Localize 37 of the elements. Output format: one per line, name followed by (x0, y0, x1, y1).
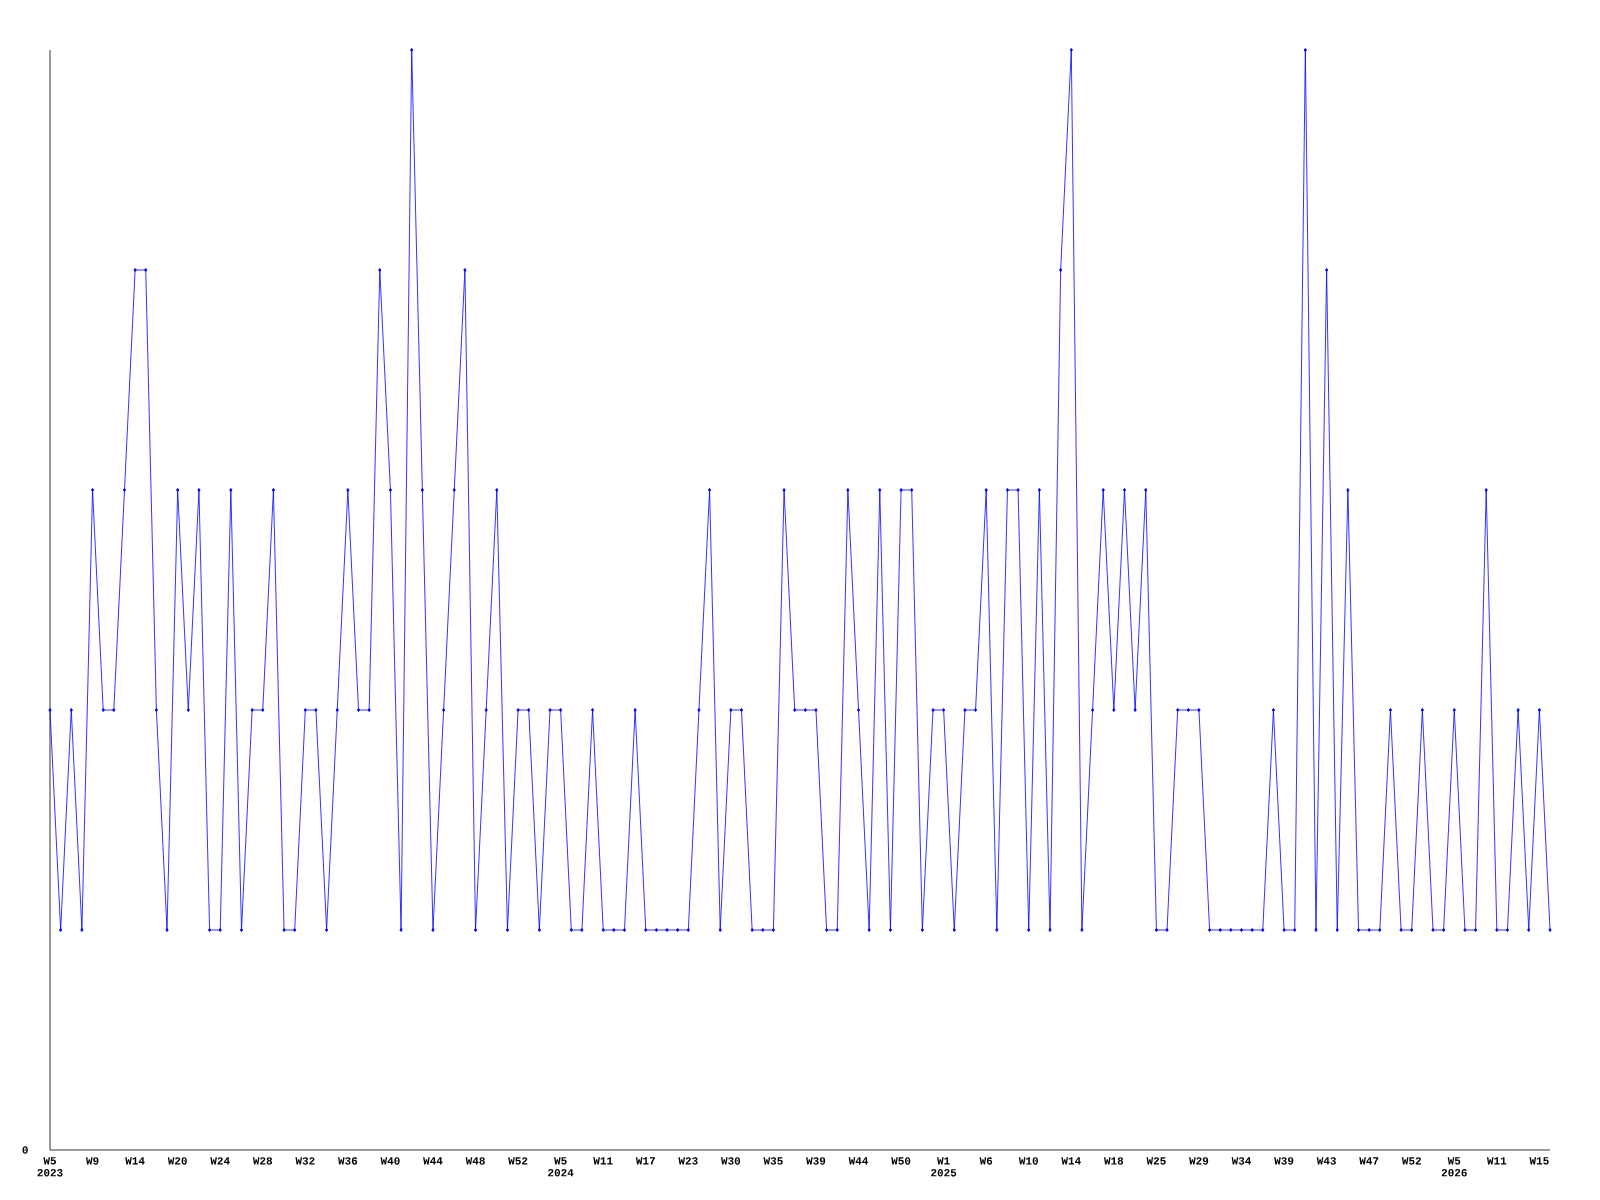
x-tick-label: W11 (1486, 1157, 1507, 1165)
x-tick-label: W10 (1018, 1157, 1038, 1165)
x-tick-label: W14 (1061, 1157, 1081, 1165)
x-tick-label: W52 (508, 1157, 528, 1165)
x-tick-label: W47 (1359, 1157, 1379, 1165)
x-tick-label: W5 2024 (548, 1157, 574, 1177)
x-tick-label: W35 (763, 1157, 783, 1165)
x-tick-label: W1 2025 (931, 1157, 957, 1177)
x-tick-label: W6 (979, 1157, 993, 1165)
x-tick-label: W20 (167, 1157, 187, 1165)
x-tick-label: W39 (806, 1157, 826, 1165)
x-tick-label: W5 2026 (1441, 1157, 1467, 1177)
x-tick-label: W50 (891, 1157, 911, 1165)
x-tick-label: W36 (338, 1157, 358, 1165)
x-tick-label: W28 (252, 1157, 273, 1165)
x-tick-label: W11 (593, 1157, 613, 1165)
x-tick-label: W9 (85, 1157, 99, 1165)
text: 0 (22, 1146, 28, 1154)
x-tick-label: W14 (125, 1157, 145, 1165)
x-tick-label: W40 (380, 1157, 400, 1165)
x-tick-label: W15 (1529, 1157, 1549, 1165)
x-tick-label: W30 (721, 1157, 741, 1165)
x-tick-label: W24 (210, 1157, 230, 1165)
x-tick-label: W25 (1146, 1157, 1166, 1165)
x-tick-label: W32 (295, 1157, 315, 1165)
x-tick-label: W18 (1103, 1157, 1124, 1165)
x-tick-label: W43 (1316, 1157, 1336, 1165)
x-tick-label: W29 (1189, 1157, 1209, 1165)
x-tick-label: W17 (635, 1157, 655, 1165)
x-tick-label: W5 2023 (37, 1157, 63, 1177)
x-tick-label: W23 (678, 1157, 698, 1165)
x-tick-label: W52 (1401, 1157, 1421, 1165)
x-tick-label: W44 (848, 1157, 869, 1165)
x-tick-label: W39 (1274, 1157, 1294, 1165)
x-tick-label: W48 (465, 1157, 485, 1165)
x-tick-label: W44 (423, 1157, 443, 1165)
x-tick-label: W34 (1231, 1157, 1252, 1165)
